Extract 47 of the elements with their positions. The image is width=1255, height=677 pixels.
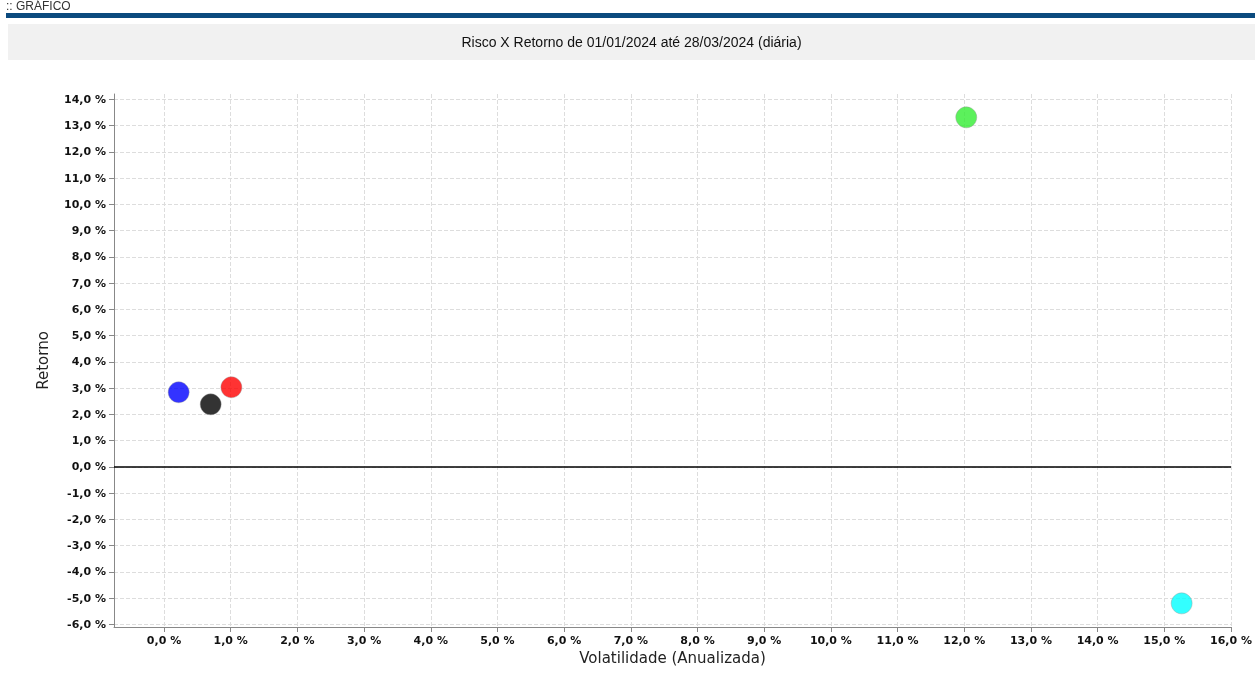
y-tick-label: -5,0 % <box>67 591 106 605</box>
y-axis-title: Retorno <box>33 331 52 390</box>
x-tick-label: 6,0 % <box>546 634 582 647</box>
x-tick-label: 10,0 % <box>809 634 852 647</box>
x-tick-label: 12,0 % <box>943 634 986 647</box>
x-tick-label: 4,0 % <box>413 634 448 647</box>
y-tick-label: -4,0 % <box>67 565 106 579</box>
y-tick-label: -1,0 % <box>67 486 106 500</box>
y-tick-label: -6,0 % <box>67 617 106 631</box>
y-tick-label: 4,0 % <box>71 355 106 369</box>
x-axis-title: Volatilidade (Anualizada) <box>579 649 766 668</box>
point <box>220 376 243 399</box>
x-tick-label: 14,0 % <box>1076 634 1119 647</box>
y-tick-label: 2,0 % <box>71 407 106 421</box>
y-tick-label: 6,0 % <box>71 302 106 316</box>
x-tick-label: 16,0 % <box>1210 634 1252 647</box>
y-tick-label: -2,0 % <box>67 512 106 526</box>
y-tick-label: 1,0 % <box>71 434 106 448</box>
point <box>167 381 190 404</box>
x-tick-label: 2,0 % <box>280 634 315 647</box>
x-tick-label: 7,0 % <box>613 634 648 647</box>
y-tick-label: 3,0 % <box>71 381 106 395</box>
point <box>955 106 978 129</box>
point <box>1170 592 1193 615</box>
y-tick-label: 11,0 % <box>64 171 106 185</box>
y-tick-label: 8,0 % <box>71 250 106 264</box>
y-tick-label: 5,0 % <box>71 329 106 343</box>
y-tick-label: 10,0 % <box>64 197 106 211</box>
chart-title: Risco X Retorno de 01/01/2024 até 28/03/2024 (diária) <box>8 24 1255 60</box>
y-tick-label: 14,0 % <box>64 92 106 106</box>
x-tick-label: 11,0 % <box>876 634 919 647</box>
x-tick-label: 5,0 % <box>480 634 515 647</box>
x-tick-label: 9,0 % <box>747 634 782 647</box>
x-tick-label: 15,0 % <box>1143 634 1186 647</box>
y-tick-label: 9,0 % <box>71 224 106 238</box>
text: :: GRÁFICO <box>6 0 71 13</box>
x-tick-label: 3,0 % <box>346 634 382 647</box>
y-tick-label: 13,0 % <box>64 119 106 133</box>
y-tick-label: 0,0 % <box>71 460 106 474</box>
x-tick-label: 8,0 % <box>680 634 715 647</box>
point <box>199 393 222 416</box>
y-tick-label: 12,0 % <box>64 145 106 159</box>
x-tick-label: 1,0 % <box>213 634 248 647</box>
x-tick-label: 13,0 % <box>1009 634 1052 647</box>
x-tick-label: 0,0 % <box>146 634 182 647</box>
y-tick-label: -3,0 % <box>67 539 106 553</box>
y-tick-label: 7,0 % <box>71 276 106 290</box>
